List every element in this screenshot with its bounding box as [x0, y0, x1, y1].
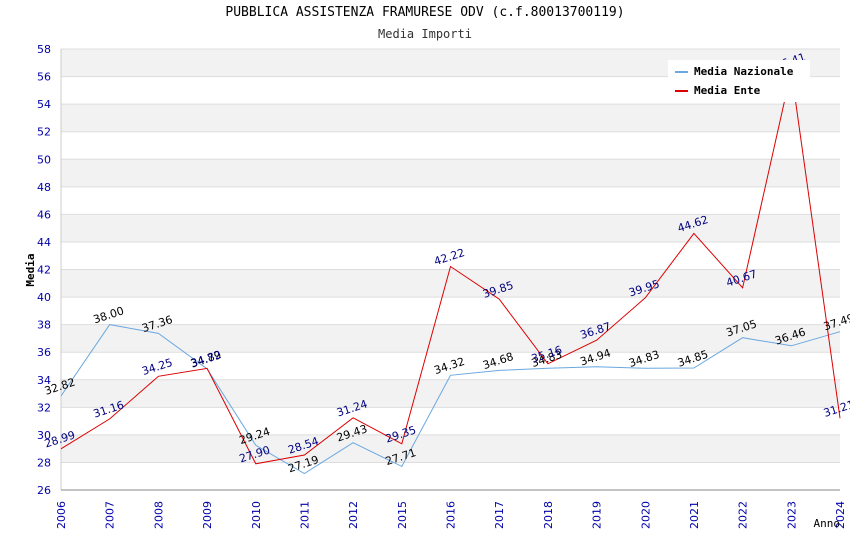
y-tick-label: 36	[37, 346, 51, 359]
x-tick-labels: 2006 2007 2008 2009 2010 2011 2012 2015 2016 2017…	[55, 501, 847, 529]
data-label: 37.49	[822, 311, 850, 333]
grid-bands	[61, 49, 840, 463]
series-line-media-nazionale	[60, 324, 841, 475]
y-tick-labels: 26 28 30 32 34 36 38 40 42 44 46 48 50 52 54 56 58	[37, 43, 51, 497]
y-tick-label: 52	[37, 126, 51, 139]
data-label: 34.68	[481, 350, 515, 372]
x-tick-label: 2018	[542, 501, 555, 529]
x-tick-label: 2009	[201, 501, 214, 529]
y-tick-label: 46	[37, 208, 51, 221]
chart-subtitle: Media Importi	[378, 27, 472, 41]
grid-band	[61, 104, 840, 132]
data-label: 42.22	[432, 246, 466, 268]
gridlines	[61, 48, 840, 491]
x-tick-label: 2010	[250, 501, 263, 529]
grid-band	[61, 159, 840, 187]
y-tick-label: 58	[37, 43, 51, 56]
y-tick-label: 56	[37, 71, 51, 84]
x-tick-label: 2012	[347, 501, 360, 529]
y-tick-label: 32	[37, 401, 51, 414]
legend-label-media-nazionale: Media Nazionale	[694, 65, 794, 78]
data-label: 38.00	[92, 304, 126, 326]
x-tick-label: 2011	[298, 501, 311, 529]
grid-band	[61, 434, 840, 463]
y-tick-label: 50	[37, 153, 51, 166]
x-tick-label: 2007	[104, 501, 117, 529]
y-tick-label: 26	[37, 484, 51, 497]
y-axis-title: Media	[24, 253, 37, 286]
legend-box	[668, 60, 810, 102]
x-axis-title: Anno	[814, 517, 841, 530]
grid-band	[61, 324, 840, 353]
x-tick-label: 2020	[639, 501, 652, 529]
y-tick-label: 30	[37, 429, 51, 442]
series-lines	[60, 70, 841, 475]
y-tick-label: 44	[37, 236, 51, 249]
x-tick-label: 2024	[834, 501, 847, 529]
x-tick-label: 2021	[688, 501, 701, 529]
x-tick-label: 2015	[396, 501, 409, 529]
x-tick-label: 2023	[785, 501, 798, 529]
y-tick-label: 40	[37, 291, 51, 304]
x-tick-label: 2022	[737, 501, 750, 529]
y-tick-label: 28	[37, 456, 51, 469]
grid-band	[61, 269, 840, 298]
series-line-media-ente	[60, 70, 841, 465]
legend-label-media-ente: Media Ente	[694, 84, 761, 97]
x-tick-label: 2006	[55, 501, 68, 529]
legend: Media Nazionale Media Ente	[668, 60, 810, 102]
x-tick-label: 2019	[591, 501, 604, 529]
y-tick-label: 54	[37, 98, 51, 111]
y-tick-label: 34	[37, 374, 51, 387]
y-tick-label: 48	[37, 181, 51, 194]
x-tick-label: 2017	[493, 501, 506, 529]
axes	[60, 49, 840, 491]
x-tick-label: 2008	[152, 501, 165, 529]
x-tick-label: 2016	[445, 501, 458, 529]
y-tick-label: 38	[37, 319, 51, 332]
chart-title: PUBBLICA ASSISTENZA FRAMURESE ODV (c.f.8…	[225, 5, 625, 20]
grid-band	[61, 379, 840, 408]
grid-band	[61, 214, 840, 242]
y-tick-label: 42	[37, 264, 51, 277]
